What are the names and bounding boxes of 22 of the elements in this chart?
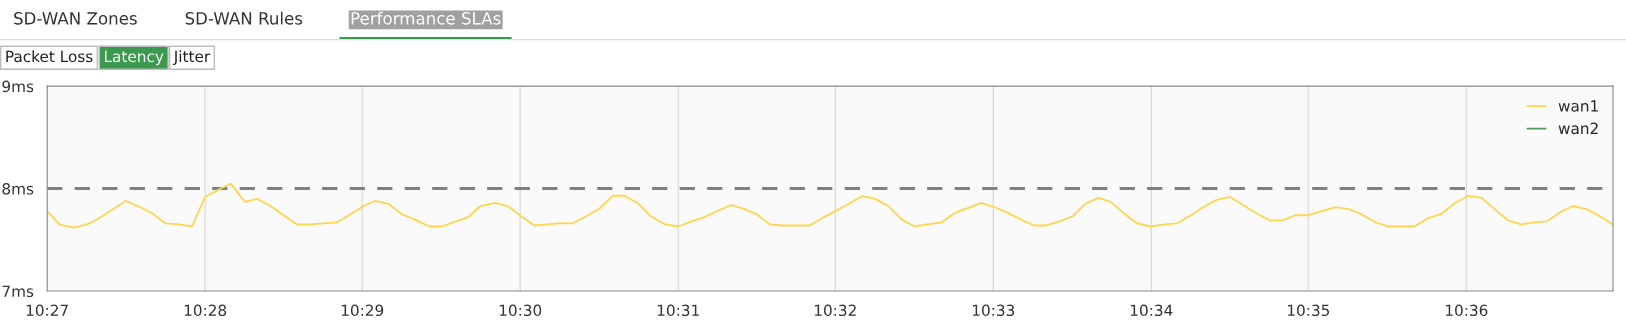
line-series [47,182,1613,229]
y-tick-label: 9ms [2,80,34,93]
legend-label: wan2 [1558,122,1598,135]
x-tick-label: 10:34 [1130,304,1173,317]
x-tick-label: 10:32 [814,304,856,317]
x-tick-label: 10:29 [341,304,384,317]
x-tick-label: 10:30 [499,304,542,317]
x-tick-label: 10:27 [26,304,68,317]
y-tick-label: 7ms [2,285,34,298]
text: Jitter [172,50,211,66]
x-tick-label: 10:31 [657,304,699,317]
text: Performance SLAs [351,11,501,25]
text: SD-WAN Rules [185,11,303,25]
x-tick-label: 10:33 [972,304,1015,317]
text: Packet Loss [6,50,93,63]
x-tick-label: 10:35 [1288,304,1330,317]
y-tick-label: 8ms [2,183,34,195]
text: SD-WAN Zones [14,12,137,25]
x-tick-label: 10:36 [1446,304,1488,317]
legend-label: wan1 [1558,100,1598,112]
x-tick-label: 10:28 [184,304,227,317]
text: Latency [105,50,164,66]
